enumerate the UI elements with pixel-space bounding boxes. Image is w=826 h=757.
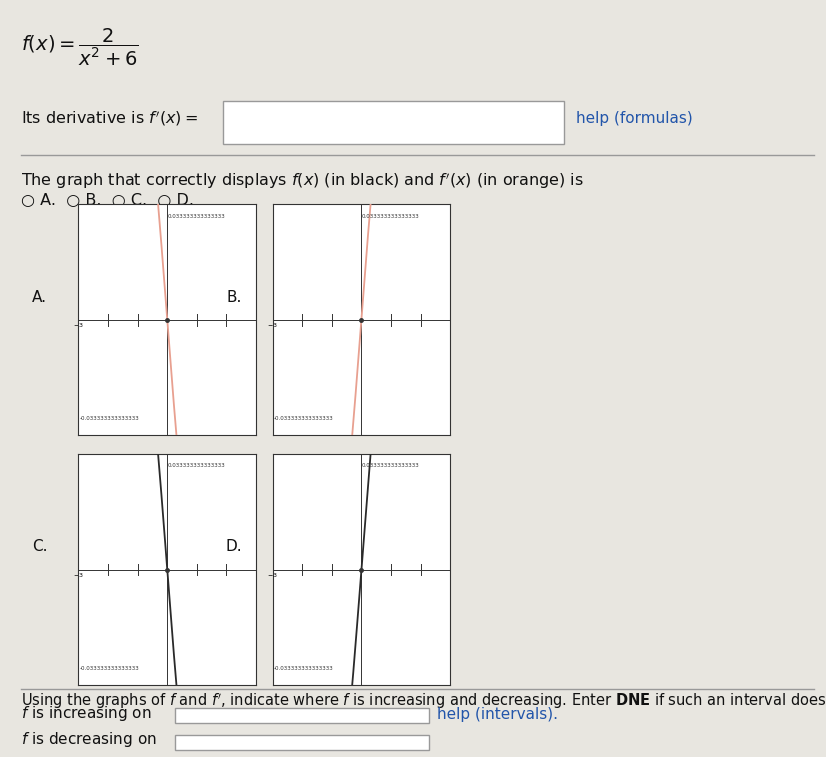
Text: Its derivative is $f'(x) =$: Its derivative is $f'(x) =$	[21, 108, 197, 128]
Text: -0.033333333333333: -0.033333333333333	[80, 666, 140, 671]
Text: $f(x) = \dfrac{2}{x^2+6}$: $f(x) = \dfrac{2}{x^2+6}$	[21, 26, 138, 68]
Text: 0.033333333333333: 0.033333333333333	[168, 213, 225, 219]
Text: -0.033333333333333: -0.033333333333333	[274, 416, 334, 422]
FancyBboxPatch shape	[175, 708, 429, 723]
Text: $_{-3}$: $_{-3}$	[73, 321, 84, 330]
Text: -0.033333333333333: -0.033333333333333	[80, 416, 140, 422]
Text: help (intervals).: help (intervals).	[437, 707, 558, 722]
Text: 0.033333333333333: 0.033333333333333	[168, 463, 225, 469]
Text: A.: A.	[32, 290, 47, 304]
Text: 0.033333333333333: 0.033333333333333	[362, 463, 420, 469]
Text: $_{-3}$: $_{-3}$	[267, 321, 278, 330]
Text: $_{-3}$: $_{-3}$	[73, 571, 84, 580]
Text: 0.033333333333333: 0.033333333333333	[362, 213, 420, 219]
Text: $f$ is decreasing on: $f$ is decreasing on	[21, 730, 156, 749]
Text: Using the graphs of $f$ and $f'$, indicate where $f$ is increasing and decreasin: Using the graphs of $f$ and $f'$, indica…	[21, 691, 826, 711]
Text: C.: C.	[32, 540, 47, 554]
Text: D.: D.	[225, 540, 242, 554]
Text: ○ A.  ○ B.  ○ C.  ○ D.: ○ A. ○ B. ○ C. ○ D.	[21, 193, 193, 208]
Text: -0.033333333333333: -0.033333333333333	[274, 666, 334, 671]
FancyBboxPatch shape	[175, 735, 429, 750]
FancyBboxPatch shape	[223, 101, 564, 144]
Text: $f$ is increasing on: $f$ is increasing on	[21, 704, 151, 723]
Text: B.: B.	[226, 290, 241, 304]
Text: The graph that correctly displays $f(x)$ (in black) and $f'(x)$ (in orange) is: The graph that correctly displays $f(x)$…	[21, 171, 583, 191]
Text: $_{-3}$: $_{-3}$	[267, 571, 278, 580]
Text: help (formulas): help (formulas)	[576, 111, 692, 126]
